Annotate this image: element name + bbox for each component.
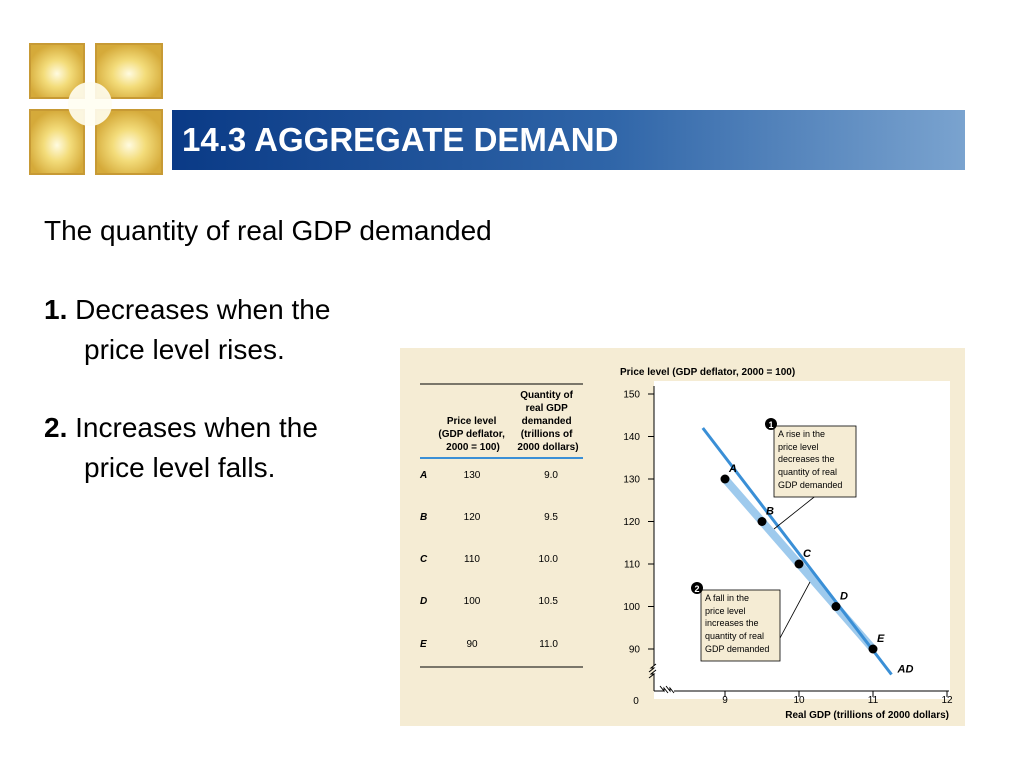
ad-point-label: D bbox=[840, 591, 848, 603]
annotation-1-text: A rise in the price level decreases the … bbox=[778, 429, 842, 490]
table-cell-quantity: 9.5 bbox=[544, 512, 558, 523]
table-cell-quantity: 10.5 bbox=[539, 596, 559, 607]
point-text-line2: price level rises. bbox=[84, 334, 285, 365]
table-cell-price: 100 bbox=[464, 596, 481, 607]
table-row-label: B bbox=[420, 512, 427, 523]
table-header-quantity: Quantity of real GDP demanded (trillions… bbox=[517, 390, 578, 453]
x-axis-label: Real GDP (trillions of 2000 dollars) bbox=[785, 710, 949, 721]
x-ticks: 9 10 11 12 bbox=[722, 691, 953, 706]
svg-text:2: 2 bbox=[694, 584, 699, 594]
annotation-2: 2 A fall in the price level increases th… bbox=[691, 581, 811, 662]
table-row-label: D bbox=[420, 596, 427, 607]
ad-point bbox=[868, 644, 878, 654]
point-text-line2: price level falls. bbox=[84, 452, 276, 483]
y-tick-label: 120 bbox=[623, 517, 640, 528]
annotation-1: 1 A rise in the price level decreases th… bbox=[765, 418, 857, 530]
y-tick-label: 130 bbox=[623, 475, 640, 486]
table-cell-price: 110 bbox=[464, 554, 480, 565]
y-tick-label: 140 bbox=[623, 432, 640, 443]
x-tick-label: 11 bbox=[868, 695, 879, 706]
table-cell-price: 120 bbox=[464, 512, 481, 523]
ad-point-label: C bbox=[803, 548, 812, 560]
ad-point bbox=[794, 559, 804, 569]
point-number: 2. bbox=[44, 412, 68, 443]
table-rows: A 130 9.0 B 120 9.5 C 110 10.0 D 100 10.5 E 90 11.0 bbox=[419, 470, 558, 650]
x-tick-label: 10 bbox=[793, 695, 805, 706]
x-tick-label: 9 bbox=[722, 695, 728, 706]
ad-point bbox=[757, 517, 767, 526]
y-tick-label: 150 bbox=[623, 390, 640, 401]
ad-point-label: B bbox=[766, 506, 774, 518]
step-2-marker bbox=[691, 582, 703, 594]
title-bar bbox=[172, 110, 965, 170]
logo-icon bbox=[29, 43, 163, 175]
y-tick-label: 100 bbox=[623, 602, 640, 613]
point-text-line1: Decreases when the bbox=[75, 294, 331, 325]
table-row-label: C bbox=[420, 554, 428, 565]
x-tick-label: 12 bbox=[941, 695, 953, 706]
point-1: 1. Decreases when the price level rises. bbox=[44, 290, 330, 370]
y-ticks: 90 100 110 120 130 140 150 bbox=[623, 390, 654, 656]
origin-label: 0 bbox=[633, 696, 639, 707]
ad-point bbox=[831, 602, 841, 611]
ad-curve-label: AD bbox=[897, 664, 914, 676]
ad-curve bbox=[701, 427, 893, 676]
table-cell-quantity: 10.0 bbox=[539, 554, 559, 565]
point-text-line1: Increases when the bbox=[75, 412, 318, 443]
slide-subtitle: The quantity of real GDP demanded bbox=[44, 215, 492, 246]
ad-figure: Price level (GDP deflator, 2000 = 100) Q… bbox=[400, 348, 965, 726]
svg-text:1: 1 bbox=[768, 420, 773, 430]
point-2: 2. Increases when the price level falls. bbox=[44, 408, 318, 488]
table-row-label: E bbox=[420, 639, 427, 650]
ad-point-label: E bbox=[877, 633, 885, 645]
y-tick-label: 110 bbox=[624, 560, 640, 571]
annotation-2-text: A fall in the price level increases the … bbox=[705, 593, 769, 654]
step-1-marker bbox=[765, 418, 777, 430]
ad-point bbox=[720, 474, 730, 484]
ad-point-label: A bbox=[728, 463, 737, 475]
graph: Price level (GDP deflator, 2000 = 100) R… bbox=[620, 367, 953, 721]
table-cell-price: 130 bbox=[464, 470, 481, 481]
table-cell-quantity: 11.0 bbox=[539, 639, 558, 650]
point-number: 1. bbox=[44, 294, 68, 325]
slide-title: 14.3 AGGREGATE DEMAND bbox=[182, 121, 619, 158]
axes bbox=[648, 386, 949, 694]
table-cell-quantity: 9.0 bbox=[544, 470, 558, 481]
y-tick-label: 90 bbox=[629, 645, 641, 656]
schedule-table: Price level (GDP deflator, 2000 = 100) Q… bbox=[419, 383, 583, 668]
table-cell-price: 90 bbox=[466, 639, 478, 650]
y-axis-label: Price level (GDP deflator, 2000 = 100) bbox=[620, 367, 795, 378]
ad-series: AD A B C D E bbox=[701, 427, 914, 676]
table-row-label: A bbox=[419, 470, 427, 481]
table-header-price: Price level (GDP deflator, 2000 = 100) bbox=[438, 416, 507, 453]
